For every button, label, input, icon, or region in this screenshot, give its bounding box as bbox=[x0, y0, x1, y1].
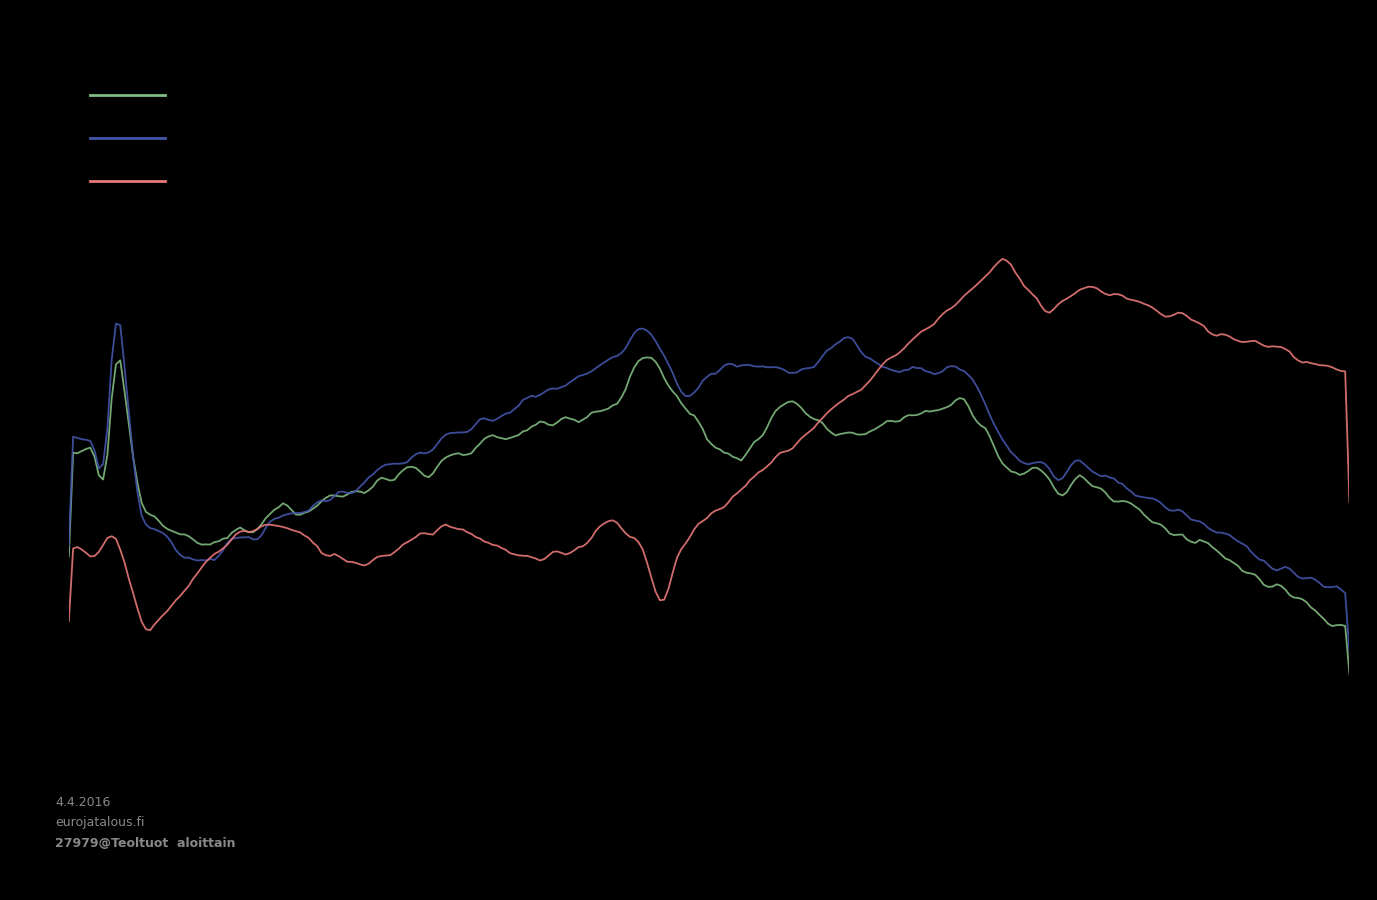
Text: eurojatalous.fi: eurojatalous.fi bbox=[55, 816, 145, 829]
Text: 27979@Teoltuot  aloittain: 27979@Teoltuot aloittain bbox=[55, 837, 235, 850]
Text: 4.4.2016: 4.4.2016 bbox=[55, 796, 110, 808]
